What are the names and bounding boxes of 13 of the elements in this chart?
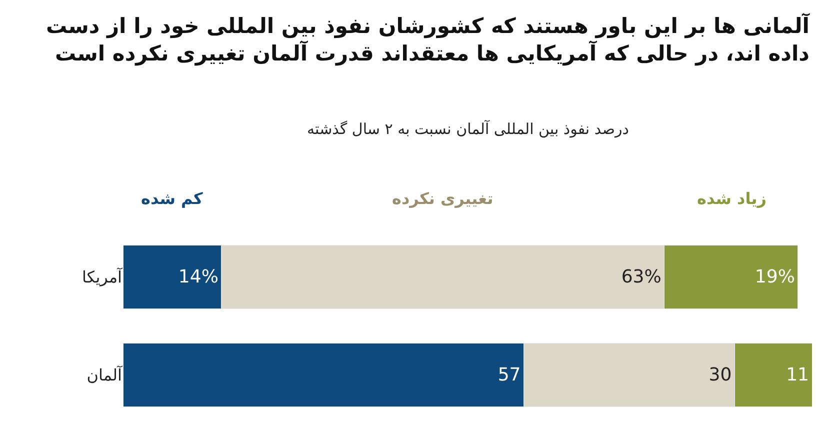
data-label: 63%: [621, 266, 662, 288]
chart-subtitle: درصد نفوذ بین المللی آلمان نسبت به ۲ سال گذشته: [307, 119, 629, 138]
y-tick-label: آمریکا: [82, 266, 124, 287]
text: زیاد شده: [697, 189, 766, 208]
y-tick-label: آلمان: [86, 364, 124, 385]
data-label: 30: [708, 364, 732, 386]
text: کم شده: [141, 189, 204, 208]
data-label: 11: [786, 364, 809, 386]
data-label: 14%: [178, 266, 218, 288]
chart-title: آلمانی ها بر این باور هستند که کشورشان نفوذ بین المللی خود را از دست داده اند، در حالی که آمریکایی ها معتقداند قدرت آلمان تغییری نکرده است: [46, 12, 810, 66]
data-label: 19%: [754, 266, 795, 288]
text: تغییری نکرده: [392, 189, 494, 208]
data-label: 57: [498, 364, 521, 386]
